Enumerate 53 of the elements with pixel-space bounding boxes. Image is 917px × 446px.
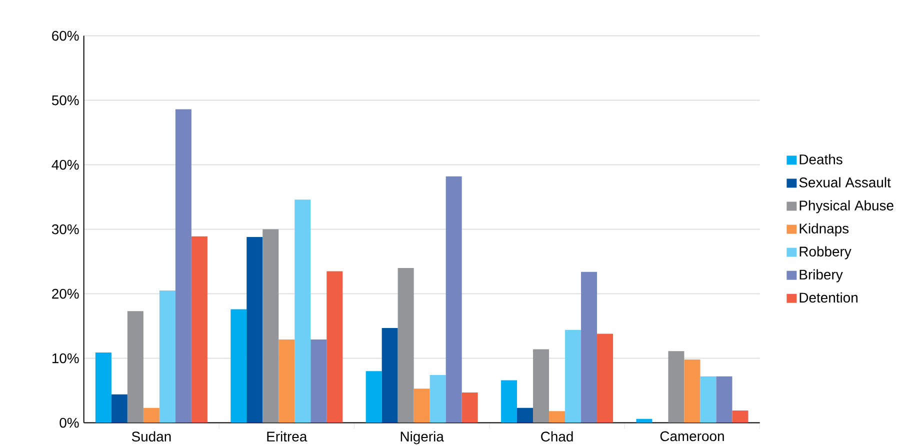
legend-label: Sexual Assault <box>799 177 891 188</box>
bar <box>716 376 732 423</box>
bar <box>533 349 550 423</box>
bar <box>111 394 128 423</box>
y-tick-label: 20% <box>52 288 79 299</box>
bar <box>446 176 462 423</box>
bar <box>700 376 716 423</box>
bar <box>143 408 160 423</box>
legend-label: Physical Abuse <box>800 200 894 214</box>
bar <box>175 109 192 423</box>
bar <box>262 229 279 423</box>
bar <box>597 334 614 423</box>
x-tick-label: Cameroon <box>660 431 724 442</box>
y-tick-label: 30% <box>52 224 79 234</box>
bar <box>246 237 263 423</box>
y-tick-label: 40% <box>52 160 79 170</box>
x-tick-label: Eritrea <box>267 431 308 442</box>
bar <box>159 290 176 423</box>
bar <box>95 352 112 423</box>
bar <box>191 236 208 423</box>
bar <box>501 380 518 423</box>
bar <box>398 268 414 423</box>
y-tick-label: 0% <box>60 418 79 428</box>
legend-label: Kidnaps <box>800 223 849 236</box>
bar <box>366 371 382 423</box>
bar <box>517 408 534 423</box>
bar <box>294 200 311 423</box>
bar <box>230 309 247 423</box>
bar <box>310 340 327 423</box>
bar <box>430 375 446 423</box>
bar <box>668 351 684 423</box>
bar <box>732 410 748 423</box>
legend-label: Deaths <box>800 154 842 164</box>
bar <box>684 360 700 423</box>
legend-label: Robbery <box>800 246 852 260</box>
legend-label: Bribery <box>800 269 843 282</box>
bar <box>278 340 295 423</box>
x-tick-label: Nigeria <box>400 431 444 444</box>
bar <box>382 328 398 423</box>
y-tick-label: 60% <box>52 30 79 41</box>
bar <box>326 271 343 423</box>
bar <box>127 311 144 423</box>
bar <box>462 392 478 423</box>
bar <box>636 418 652 423</box>
x-tick-label: Chad <box>541 431 573 442</box>
bar <box>565 330 582 423</box>
legend-label: Detention <box>800 292 858 303</box>
bar <box>549 411 566 423</box>
bar <box>414 388 430 423</box>
x-tick-label: Sudan <box>132 431 171 442</box>
y-tick-label: 50% <box>52 95 79 106</box>
bar <box>581 272 598 423</box>
y-tick-label: 10% <box>52 353 79 364</box>
